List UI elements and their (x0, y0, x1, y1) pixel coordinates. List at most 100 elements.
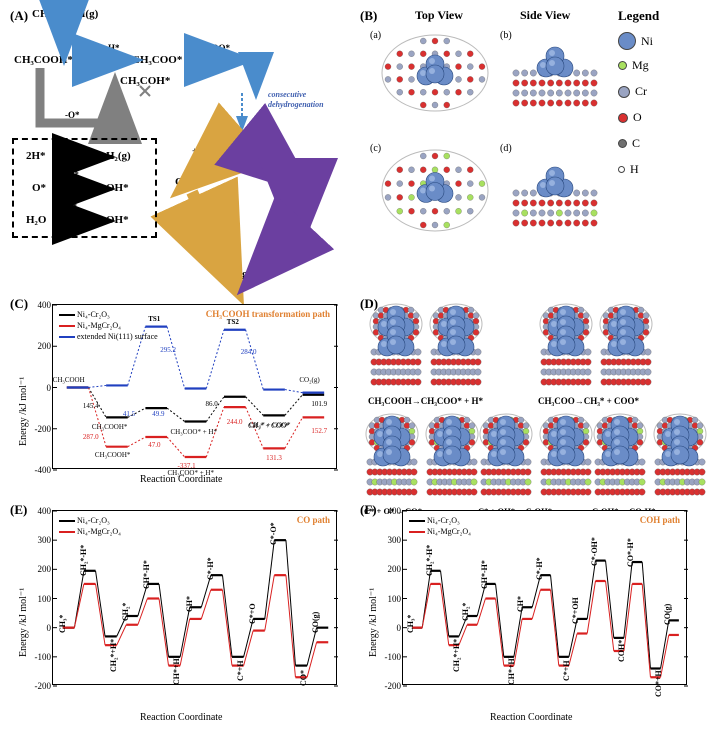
x-state-label: C*+H (562, 660, 571, 681)
x-state-label: C*-OH* (590, 537, 599, 566)
x-state-label: C*+H (236, 660, 245, 681)
panel-b: (B) Top View Side View Legend (a) (b) (c… (360, 8, 700, 288)
top-view-label: Top View (415, 8, 463, 23)
panel-c-label: (C) (10, 296, 28, 312)
anno: 49.9 (152, 410, 164, 418)
ytick: 0 (47, 623, 54, 633)
x-state-label: C*-H* (206, 557, 215, 580)
chart-legend: Ni₄-Cr₂O₃Ni₄-MgCr₂O₄extended Ni(111) sur… (59, 309, 158, 342)
mol-d (592, 458, 648, 502)
legend-row-c: C (618, 136, 640, 151)
anno: 41.5 (123, 410, 135, 418)
ytick: 400 (38, 300, 54, 310)
mol-b-2 (380, 148, 490, 233)
x-state-label: C*-H* (535, 557, 544, 580)
mol-d (478, 458, 534, 502)
ts-label: TS1 (148, 315, 160, 323)
ytick: 300 (388, 535, 404, 545)
ytick: 400 (388, 506, 404, 516)
anno: CH₃* + COO* (248, 422, 289, 430)
x-state-label: CH* (516, 596, 525, 612)
x-state-label: C*+O (248, 603, 257, 624)
ytick: 200 (38, 564, 54, 574)
panel-e: (E) -200-1000100200300400Ni₄-Cr₂O₃Ni₄-Mg… (10, 502, 350, 732)
x-state-label: COH* (617, 640, 626, 662)
chart-e-xlabel: Reaction Coordinate (140, 712, 222, 723)
legend-text-c: C (632, 136, 640, 151)
legend-text-mg: Mg (632, 58, 649, 73)
x-state-label: CH₂* (461, 603, 470, 621)
legend-text-ni: Ni (641, 34, 653, 49)
legend-title: Legend (618, 8, 659, 24)
ytick: -200 (35, 681, 54, 691)
mol-d (538, 458, 594, 502)
x-state-label: CH₂*-H* (425, 544, 434, 575)
anno: 47.0 (148, 441, 160, 449)
state-label: CH₃COO* + H* (171, 428, 217, 436)
x-state-label: CH₃* (58, 614, 67, 632)
mol-d (364, 458, 420, 502)
panel-b-label: (B) (360, 8, 377, 24)
panel-d: (D) CH₃COOH→CH₃COO* + H*CH₃COO→CH₃* + CO… (360, 296, 700, 496)
anno: 284.0 (241, 348, 257, 356)
anno: 86.0 (206, 400, 218, 408)
anno: 287.0 (83, 433, 99, 441)
ytick: 0 (47, 383, 54, 393)
chart-e-frame: -200-1000100200300400Ni₄-Cr₂O₃Ni₄-MgCr₂O… (52, 510, 337, 685)
panel-f-label: (F) (360, 502, 377, 518)
mol-b-0 (380, 33, 490, 113)
mol-d (598, 348, 654, 392)
side-view-label: Side View (520, 8, 570, 23)
ytick: 0 (397, 623, 404, 633)
legend-ball-h (618, 166, 625, 173)
chart-f-xlabel: Reaction Coordinate (490, 712, 572, 723)
anno: 145.4 (83, 402, 99, 410)
anno: 244.0 (227, 418, 243, 426)
x-state-label: CH₃* (406, 614, 415, 632)
panel-e-label: (E) (10, 502, 27, 518)
x-state-label: CO* (299, 670, 308, 686)
ytick: 100 (388, 594, 404, 604)
x-state-label: CO*-H* (626, 538, 635, 567)
x-state-label: CH₂*+H* (452, 639, 461, 672)
x-state-label: CO(g) (663, 604, 672, 625)
legend-ball-mg (618, 61, 627, 70)
chart-legend: Ni₄-Cr₂O₃Ni₄-MgCr₂O₄ (59, 515, 121, 537)
ytick: 200 (38, 341, 54, 351)
x-state-label: CO(g) (311, 611, 320, 632)
panel-a-side-reactions-box: 2H* H₂(g) O* OH* H₂O OH* +H* -H* (12, 138, 157, 238)
chart-f-frame: -200-1000100200300400Ni₄-Cr₂O₃Ni₄-MgCr₂O… (402, 510, 687, 685)
x-state-label: CO*+H (654, 670, 663, 697)
legend-ball-c (618, 139, 627, 148)
mol-b-3 (510, 148, 600, 233)
legend-row-h: H (618, 162, 639, 177)
mol-d (538, 348, 594, 392)
chart-legend: Ni₄-Cr₂O₃Ni₄-MgCr₂O₄ (409, 515, 471, 537)
panel-a: (A) CH₃COOH(g) CH₃COOH* CH₃COO* CH₃* CH₃… (10, 8, 350, 288)
anno: CH₃COOH* (95, 451, 131, 459)
mol-b-1 (510, 33, 600, 113)
state-label: CO₂(g) (299, 376, 319, 384)
x-state-label: C*+OH (571, 597, 580, 624)
legend-row-o: O (618, 110, 642, 125)
chart-c-xlabel: Reaction Coordinate (140, 474, 222, 485)
legend-row-cr: Cr (618, 84, 647, 99)
state-label: CH₃COOH* (92, 423, 128, 431)
legend-text-cr: Cr (635, 84, 647, 99)
panel-d-caption-1: CH₃COO→CH₃* + COO* (538, 396, 639, 406)
legend-ball-cr (618, 86, 630, 98)
anno: 131.3 (266, 454, 282, 462)
mol-d (368, 348, 424, 392)
legend-text-o: O (633, 110, 642, 125)
legend-ball-ni (618, 32, 636, 50)
x-state-label: CH₂*+H* (109, 639, 118, 672)
x-state-label: C*-O* (269, 522, 278, 545)
ytick: 400 (38, 506, 54, 516)
chart-f-ylabel: Energy /kJ mol⁻¹ (368, 588, 379, 657)
ytick: -100 (385, 652, 404, 662)
ytick: -100 (35, 652, 54, 662)
ts-label: TS2 (227, 318, 239, 326)
anno: 295.2 (160, 346, 176, 354)
panel-d-caption-0: CH₃COOH→CH₃COO* + H* (368, 396, 483, 406)
chart-c-frame: -400-2000200400Ni₄-Cr₂O₃Ni₄-MgCr₂O₄exten… (52, 304, 337, 469)
